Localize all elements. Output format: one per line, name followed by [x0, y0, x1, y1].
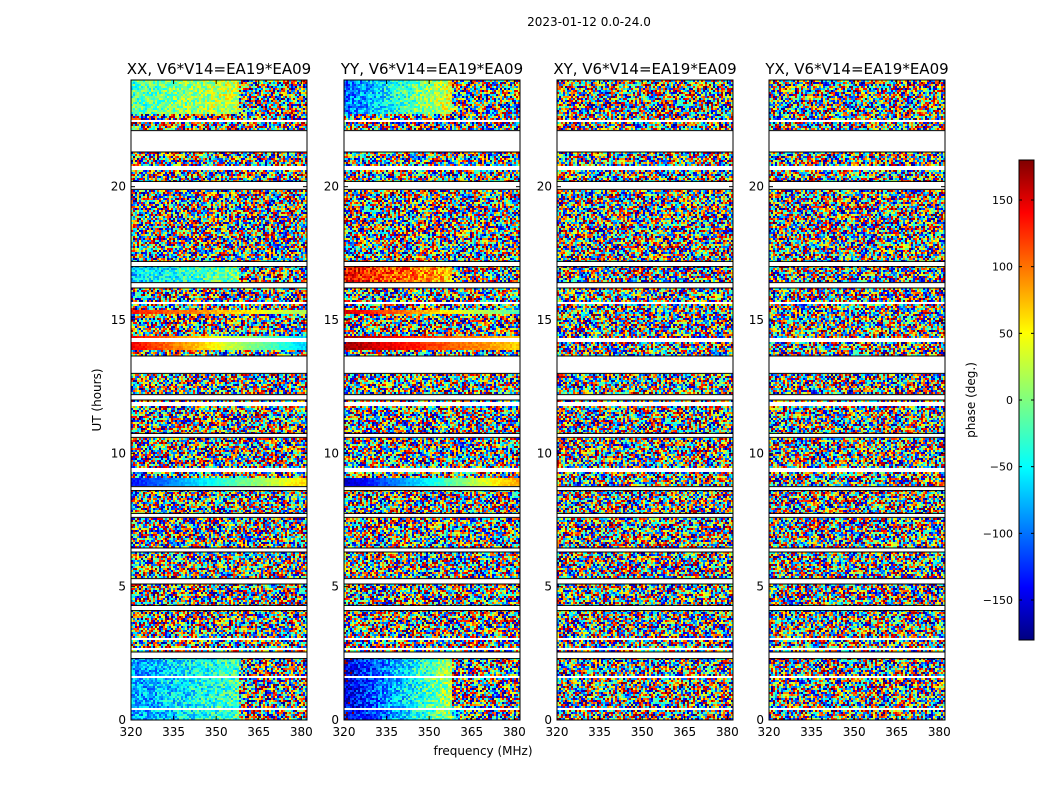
y-tick-label: 0: [118, 713, 126, 727]
colorbar-tick-label: 150: [992, 194, 1013, 207]
panel-title: XX, V6*V14=EA19*EA09: [127, 60, 311, 78]
x-tick-label: 350: [631, 725, 654, 739]
y-tick-label: 5: [118, 580, 126, 594]
y-tick-label: 20: [537, 180, 552, 194]
x-tick-label: 350: [843, 725, 866, 739]
panel-yy: YY, V6*V14=EA19*EA09 320 335 350 365 380 0 5 10 1…: [324, 60, 526, 739]
colorbar-tick-label: 100: [992, 261, 1013, 274]
panel-frame: [768, 79, 946, 721]
x-tick-label: 335: [162, 725, 185, 739]
panel-frame: [556, 79, 734, 721]
x-tick-label: 380: [928, 725, 951, 739]
colorbar-tick-label: −50: [990, 461, 1013, 474]
panel-xy: XY, V6*V14=EA19*EA09 320 335 350 365 380 0 5 10 1…: [537, 60, 739, 739]
x-tick-label: 320: [120, 725, 143, 739]
x-tick-label: 320: [546, 725, 569, 739]
colorbar-tick-label: −100: [983, 527, 1013, 540]
figure-title: 2023-01-12 0.0-24.0: [527, 15, 651, 29]
panel-xx: XX, V6*V14=EA19*EA09 320 335 350 365 380 0 5 10 1…: [111, 60, 313, 739]
colorbar-ticks: −150 −100 −50 0 50 100 150: [983, 194, 1034, 607]
y-tick-label: 10: [111, 446, 126, 460]
y-tick-label: 0: [544, 713, 552, 727]
x-tick-label: 320: [333, 725, 356, 739]
panel-frame: [130, 79, 308, 721]
panel-title: YX, V6*V14=EA19*EA09: [764, 60, 948, 78]
x-tick-label: 320: [758, 725, 781, 739]
x-tick-label: 350: [418, 725, 441, 739]
x-tick-label: 335: [375, 725, 398, 739]
y-tick-label: 10: [537, 446, 552, 460]
colorbar-label: phase (deg.): [964, 362, 978, 438]
y-tick-label: 20: [111, 180, 126, 194]
x-tick-label: 380: [290, 725, 313, 739]
y-tick-label: 5: [331, 580, 339, 594]
y-axis-label: UT (hours): [90, 368, 104, 431]
y-tick-label: 15: [749, 313, 764, 327]
x-tick-label: 335: [800, 725, 823, 739]
x-tick-label: 365: [247, 725, 270, 739]
colorbar: −150 −100 −50 0 50 100 150 phase (deg.): [964, 159, 1035, 641]
colorbar-tick-label: 50: [999, 327, 1013, 340]
panel-frame: [343, 79, 521, 721]
colorbar-tick-label: −150: [983, 594, 1013, 607]
y-tick-label: 0: [331, 713, 339, 727]
y-tick-label: 15: [537, 313, 552, 327]
x-axis-label: frequency (MHz): [433, 744, 532, 758]
colorbar-tick-label: 0: [1006, 394, 1013, 407]
y-tick-label: 10: [324, 446, 339, 460]
panel-title: YY, V6*V14=EA19*EA09: [340, 60, 523, 78]
x-tick-label: 365: [460, 725, 483, 739]
x-tick-label: 365: [673, 725, 696, 739]
panels-group: XX, V6*V14=EA19*EA09 320 335 350 365 380 0 5 10 1…: [111, 60, 951, 739]
y-tick-label: 0: [756, 713, 764, 727]
y-tick-label: 20: [324, 180, 339, 194]
y-tick-label: 15: [111, 313, 126, 327]
y-tick-label: 5: [544, 580, 552, 594]
x-tick-label: 335: [588, 725, 611, 739]
x-tick-label: 380: [503, 725, 526, 739]
x-tick-label: 380: [716, 725, 739, 739]
y-tick-label: 5: [756, 580, 764, 594]
panel-title: XY, V6*V14=EA19*EA09: [553, 60, 736, 78]
y-tick-label: 20: [749, 180, 764, 194]
y-tick-label: 15: [324, 313, 339, 327]
x-tick-label: 365: [885, 725, 908, 739]
panel-yx: YX, V6*V14=EA19*EA09 320 335 350 365 380 0 5 10 1…: [749, 60, 951, 739]
x-tick-label: 350: [205, 725, 228, 739]
y-tick-label: 10: [749, 446, 764, 460]
